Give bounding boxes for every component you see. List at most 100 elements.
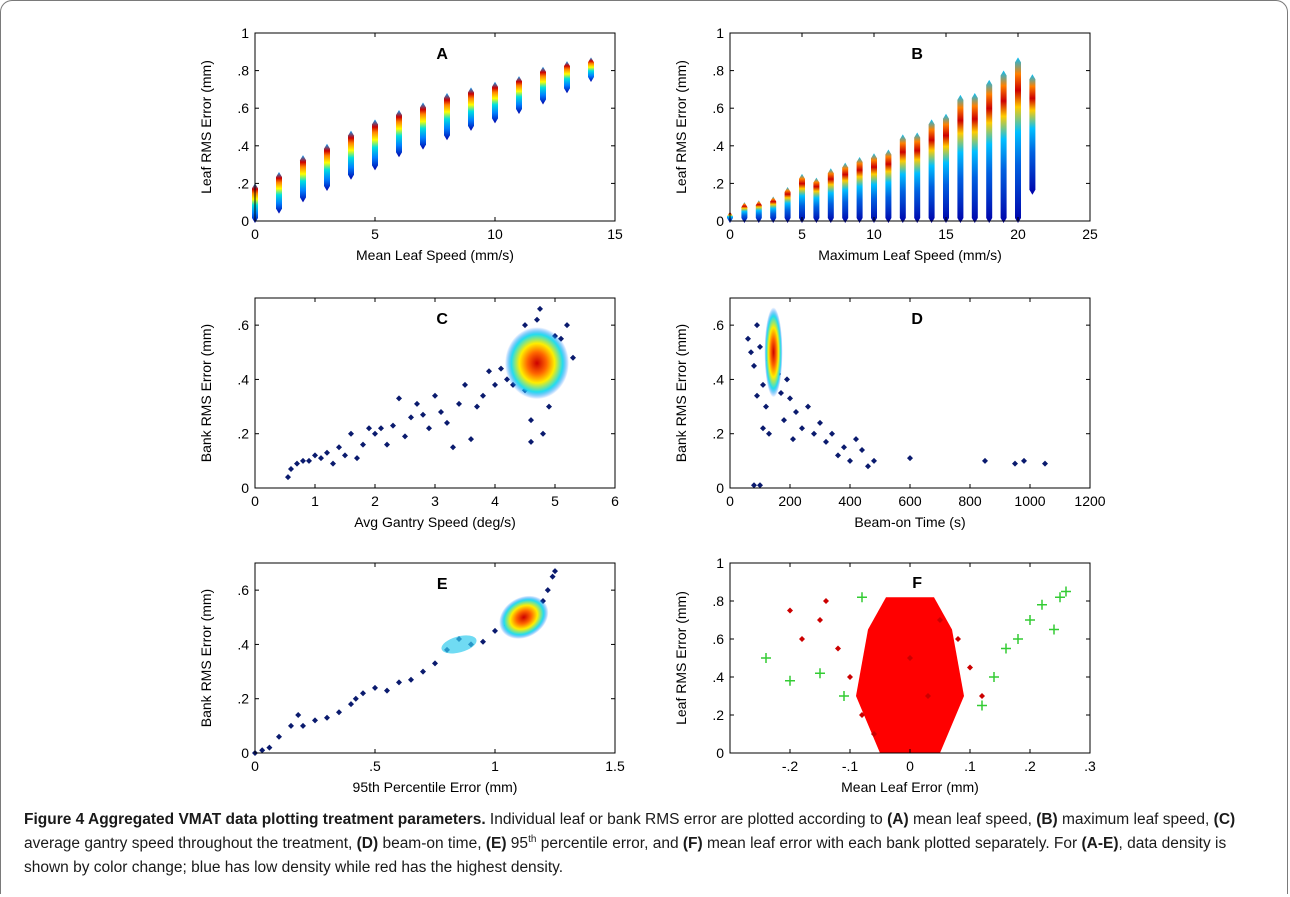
y-tick-label: .8 bbox=[712, 63, 724, 79]
data-point bbox=[748, 349, 754, 356]
data-point bbox=[528, 417, 534, 424]
y-tick-label: 1 bbox=[716, 25, 724, 41]
x-tick-label: 1200 bbox=[1074, 493, 1105, 509]
data-column bbox=[300, 155, 306, 203]
data-point bbox=[871, 457, 877, 464]
data-point bbox=[766, 430, 772, 437]
data-point bbox=[754, 322, 760, 329]
data-column bbox=[784, 187, 791, 223]
caption-text: percentile error, and bbox=[536, 835, 683, 852]
data-point bbox=[336, 444, 342, 451]
data-point bbox=[318, 455, 324, 462]
data-column bbox=[1015, 57, 1021, 223]
x-tick-label: 0 bbox=[726, 226, 734, 242]
data-point bbox=[549, 573, 556, 580]
data-point bbox=[390, 422, 396, 429]
data-point bbox=[294, 460, 300, 467]
caption-text: , data density is shown by color change;… bbox=[24, 835, 1227, 876]
caption-text: mean leaf error with each bank plotted s… bbox=[702, 835, 1082, 852]
data-column bbox=[755, 200, 762, 223]
data-point bbox=[522, 322, 528, 329]
caption-text: 95 bbox=[506, 835, 529, 852]
y-tick-label: .6 bbox=[237, 582, 249, 598]
data-point bbox=[288, 722, 294, 729]
data-point-dot bbox=[955, 636, 961, 642]
density-cluster bbox=[499, 595, 549, 639]
data-point bbox=[324, 714, 330, 721]
panel-letter: D bbox=[911, 311, 923, 328]
data-column bbox=[986, 79, 993, 223]
data-column bbox=[971, 93, 978, 223]
data-column bbox=[914, 132, 921, 223]
data-point bbox=[462, 381, 468, 388]
x-tick-label: 0 bbox=[906, 758, 914, 774]
panel-letter: F bbox=[912, 575, 922, 592]
x-tick-label: 15 bbox=[938, 226, 954, 242]
data-point bbox=[480, 392, 486, 399]
data-column bbox=[540, 66, 546, 105]
data-point-plus bbox=[815, 668, 825, 679]
data-column bbox=[492, 81, 498, 124]
y-tick-label: .4 bbox=[237, 138, 249, 154]
caption-ref-c: (C) bbox=[1213, 811, 1236, 828]
data-point bbox=[540, 430, 546, 437]
chart-f: -.2 -.1 0 .1 .2 .3 0 .2 .4 .6 .8 1 F Mean Leaf Error … bbox=[673, 555, 1096, 795]
data-point-plus bbox=[1055, 592, 1065, 603]
data-point bbox=[336, 709, 342, 716]
data-point bbox=[841, 444, 847, 451]
data-point bbox=[799, 425, 805, 432]
y-tick-label: .4 bbox=[712, 138, 724, 154]
y-tick-label: .2 bbox=[712, 175, 724, 191]
data-point bbox=[784, 376, 790, 383]
data-point bbox=[528, 438, 534, 445]
x-axis-label: Maximum Leaf Speed (mm/s) bbox=[818, 247, 1002, 263]
data-point bbox=[276, 733, 282, 740]
x-tick-label: -.2 bbox=[782, 758, 799, 774]
data-column bbox=[957, 94, 964, 223]
data-point-plus bbox=[761, 653, 771, 663]
chart-c: 0 1 2 3 4 5 6 0 .2 .4 .6 C Avg Gantry Speed (deg/s) B… bbox=[198, 297, 619, 530]
data-point-plus bbox=[1001, 643, 1011, 654]
x-tick-label: -.1 bbox=[842, 758, 859, 774]
data-point bbox=[450, 444, 456, 451]
y-tick-label: .6 bbox=[712, 631, 724, 647]
y-tick-label: .2 bbox=[712, 426, 724, 442]
caption-text: average gantry speed throughout the trea… bbox=[24, 835, 357, 852]
y-tick-label: 0 bbox=[716, 213, 724, 229]
caption-ref-a: (A) bbox=[887, 811, 909, 828]
data-point bbox=[552, 568, 558, 575]
x-tick-label: 10 bbox=[487, 226, 503, 242]
data-column bbox=[827, 168, 834, 223]
data-point-plus bbox=[839, 691, 849, 701]
data-point bbox=[781, 417, 787, 424]
data-point bbox=[372, 430, 378, 437]
caption-ref-f: (F) bbox=[682, 835, 703, 852]
data-point-dot bbox=[859, 712, 865, 718]
y-tick-label: .8 bbox=[237, 63, 249, 79]
y-tick-label: 0 bbox=[716, 745, 724, 761]
data-point bbox=[259, 747, 266, 754]
data-point bbox=[300, 722, 306, 729]
data-point bbox=[266, 744, 273, 751]
x-tick-label: 4 bbox=[491, 493, 499, 509]
data-point bbox=[480, 638, 486, 645]
data-point bbox=[492, 381, 498, 388]
x-axis-label: 95th Percentile Error (mm) bbox=[353, 779, 518, 795]
data-point bbox=[300, 457, 306, 464]
data-point bbox=[384, 441, 390, 448]
data-column bbox=[444, 93, 450, 141]
x-tick-label: 1.5 bbox=[605, 758, 625, 774]
data-column bbox=[1029, 74, 1036, 195]
y-tick-label: 0 bbox=[241, 213, 249, 229]
data-point bbox=[778, 390, 784, 396]
data-point-plus bbox=[1037, 599, 1047, 610]
caption-superscript: th bbox=[528, 833, 537, 845]
x-tick-label: 2 bbox=[371, 493, 379, 509]
caption-text: maximum leaf speed, bbox=[1057, 811, 1214, 828]
x-tick-label: 5 bbox=[371, 226, 379, 242]
y-tick-label: .4 bbox=[237, 636, 249, 652]
data-point bbox=[787, 395, 793, 402]
data-point bbox=[360, 441, 366, 448]
data-column bbox=[799, 173, 805, 223]
